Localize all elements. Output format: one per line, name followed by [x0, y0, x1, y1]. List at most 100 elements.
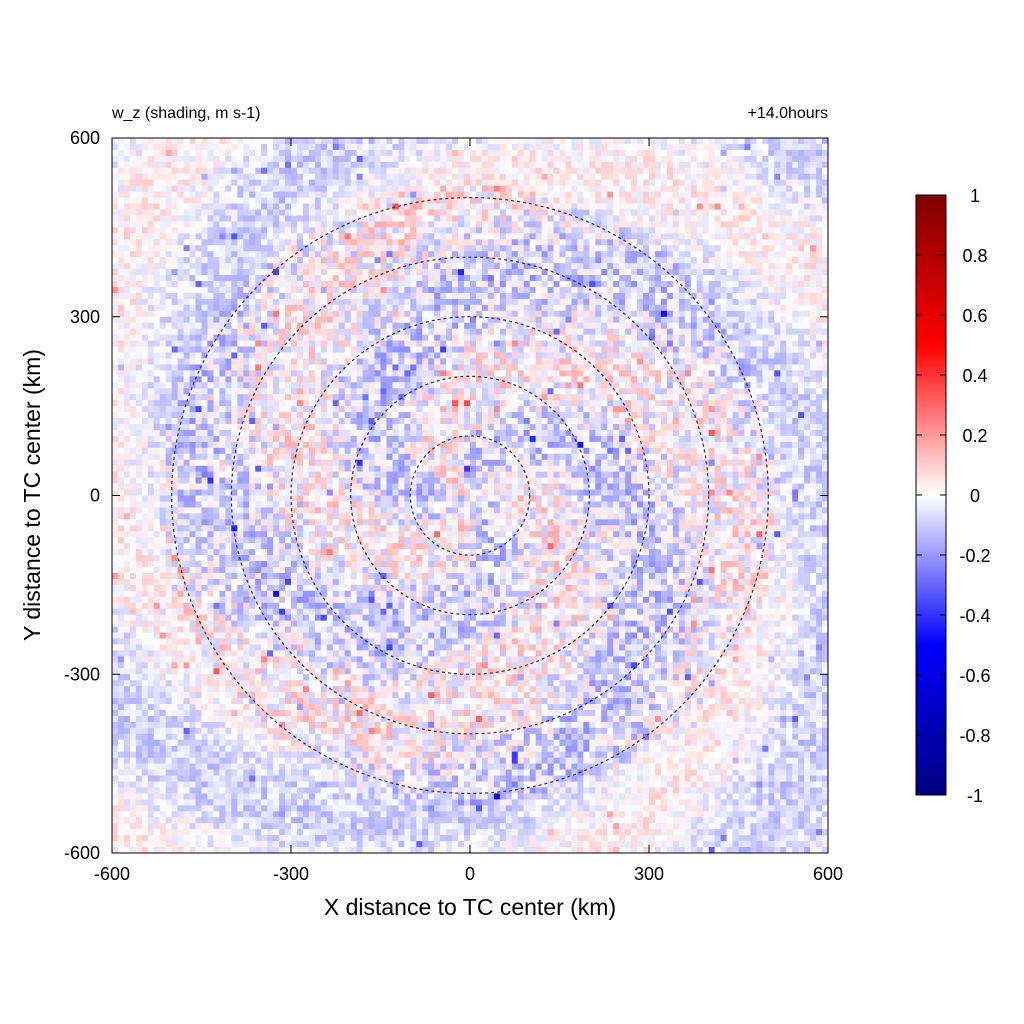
heatmap-cell — [142, 174, 148, 180]
heatmap-cell — [661, 275, 667, 281]
heatmap-cell — [386, 347, 392, 353]
heatmap-cell — [488, 311, 494, 317]
heatmap-cell — [583, 275, 589, 281]
heatmap-cell — [810, 186, 816, 192]
heatmap-cell — [369, 311, 375, 317]
heatmap-cell — [381, 293, 387, 299]
heatmap-cell — [196, 341, 202, 347]
heatmap-cell — [619, 364, 625, 370]
heatmap-cell — [768, 192, 774, 198]
heatmap-cell — [512, 210, 518, 216]
heatmap-cell — [386, 180, 392, 186]
heatmap-cell — [345, 186, 351, 192]
heatmap-cell — [500, 299, 506, 305]
heatmap-cell — [303, 353, 309, 359]
heatmap-cell — [482, 364, 488, 370]
heatmap-cell — [458, 364, 464, 370]
heatmap-cell — [184, 335, 190, 341]
heatmap-cell — [303, 275, 309, 281]
heatmap-cell — [458, 311, 464, 317]
heatmap-cell — [548, 215, 554, 221]
heatmap-cell — [804, 335, 810, 341]
heatmap-cell — [148, 269, 154, 275]
heatmap-cell — [196, 257, 202, 263]
heatmap-cell — [727, 305, 733, 311]
heatmap-cell — [363, 162, 369, 168]
heatmap-cell — [237, 221, 243, 227]
heatmap-cell — [798, 269, 804, 275]
heatmap-cell — [243, 281, 249, 287]
heatmap-cell — [130, 192, 136, 198]
heatmap-cell — [178, 335, 184, 341]
heatmap-cell — [536, 186, 542, 192]
heatmap-cell — [345, 311, 351, 317]
heatmap-cell — [703, 299, 709, 305]
heatmap-cell — [685, 341, 691, 347]
heatmap-cell — [798, 156, 804, 162]
heatmap-cell — [452, 233, 458, 239]
heatmap-cell — [715, 317, 721, 323]
heatmap-cell — [219, 186, 225, 192]
heatmap-cell — [243, 150, 249, 156]
heatmap-cell — [673, 263, 679, 269]
heatmap-cell — [733, 215, 739, 221]
heatmap-cell — [190, 198, 196, 204]
heatmap-cell — [488, 299, 494, 305]
heatmap-cell — [202, 186, 208, 192]
heatmap-cell — [571, 353, 577, 359]
heatmap-cell — [225, 162, 231, 168]
heatmap-cell — [369, 299, 375, 305]
heatmap-cell — [249, 370, 255, 376]
heatmap-cell — [357, 317, 363, 323]
heatmap-cell — [261, 257, 267, 263]
heatmap-cell — [685, 347, 691, 353]
heatmap-cell — [422, 358, 428, 364]
heatmap-cell — [422, 150, 428, 156]
heatmap-cell — [130, 162, 136, 168]
heatmap-cell — [190, 245, 196, 251]
heatmap-cell — [673, 144, 679, 150]
heatmap-cell — [345, 281, 351, 287]
heatmap-cell — [601, 347, 607, 353]
heatmap-cell — [804, 370, 810, 376]
heatmap-cell — [172, 347, 178, 353]
heatmap-cell — [744, 275, 750, 281]
heatmap-cell — [249, 329, 255, 335]
heatmap-cell — [798, 239, 804, 245]
heatmap-cell — [196, 275, 202, 281]
heatmap-cell — [327, 227, 333, 233]
heatmap-cell — [464, 305, 470, 311]
heatmap-cell — [756, 287, 762, 293]
heatmap-cell — [315, 281, 321, 287]
heatmap-cell — [488, 186, 494, 192]
heatmap-cell — [649, 364, 655, 370]
heatmap-cell — [577, 347, 583, 353]
heatmap-cell — [571, 245, 577, 251]
heatmap-cell — [422, 376, 428, 382]
heatmap-cell — [303, 210, 309, 216]
heatmap-cell — [542, 144, 548, 150]
heatmap-cell — [124, 263, 130, 269]
heatmap-cell — [536, 162, 542, 168]
heatmap-cell — [309, 287, 315, 293]
heatmap-cell — [774, 215, 780, 221]
heatmap-cell — [577, 221, 583, 227]
heatmap-cell — [798, 293, 804, 299]
heatmap-cell — [750, 215, 756, 221]
heatmap-cell — [357, 138, 363, 144]
heatmap-cell — [625, 364, 631, 370]
heatmap-cell — [160, 174, 166, 180]
heatmap-cell — [148, 221, 154, 227]
heatmap-cell — [488, 364, 494, 370]
heatmap-cell — [613, 156, 619, 162]
heatmap-cell — [798, 370, 804, 376]
heatmap-cell — [548, 353, 554, 359]
heatmap-cell — [333, 364, 339, 370]
heatmap-cell — [434, 239, 440, 245]
heatmap-cell — [386, 299, 392, 305]
heatmap-cell — [583, 233, 589, 239]
heatmap-cell — [351, 311, 357, 317]
heatmap-cell — [440, 299, 446, 305]
heatmap-cell — [392, 221, 398, 227]
heatmap-cell — [822, 287, 828, 293]
